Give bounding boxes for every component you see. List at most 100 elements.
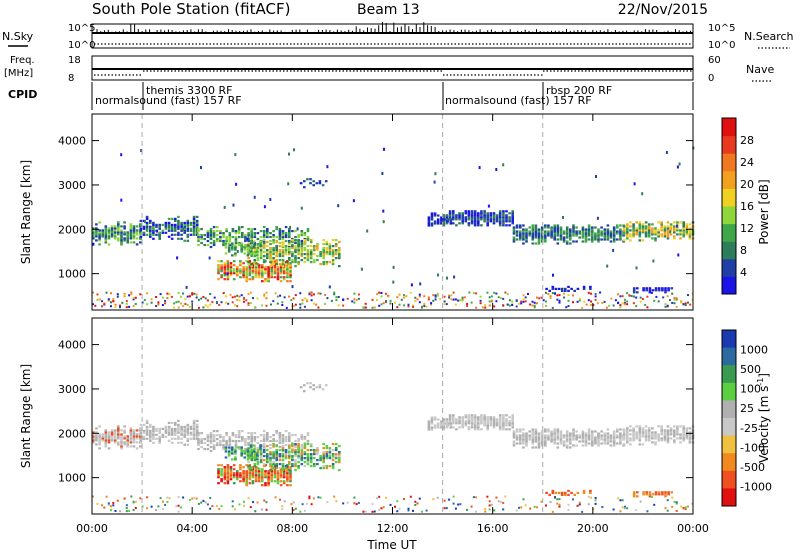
power-echo-cell (515, 226, 519, 229)
power-echo-cell (442, 218, 446, 221)
power-echo-cell (556, 238, 560, 241)
velocity-echo-cell (240, 446, 243, 449)
velocity-echo-cell (328, 465, 332, 468)
velocity-clutter-cell (653, 503, 656, 506)
velocity-echo-cell (145, 433, 149, 436)
power-echo-cell (262, 235, 266, 239)
velocity-echo-cell (498, 418, 502, 421)
velocity-echo-cell (306, 439, 310, 443)
power-echo-cell (217, 260, 220, 263)
power-echo-cell (544, 232, 547, 235)
velocity-echo-cell (569, 446, 572, 449)
power-echo-cell (594, 226, 597, 229)
power-echo-cell (575, 232, 578, 235)
power-scatter-cell (328, 285, 331, 289)
power-clutter-cell (155, 305, 158, 307)
power-scatter-cell (487, 204, 490, 208)
colorbar-swatch (722, 365, 736, 384)
power-clutter-cell (434, 298, 437, 301)
power-clutter-cell (443, 303, 446, 306)
velocity-echo-cell (262, 443, 266, 446)
velocity-echo-cell (197, 443, 200, 447)
velocity-echo-cell (269, 436, 272, 439)
velocity-echo-cell (313, 457, 316, 460)
power-echo-cell (612, 228, 616, 231)
power-echo-cell (219, 239, 222, 243)
power-echo-cell (117, 221, 120, 224)
power-echo-cell (619, 230, 622, 233)
velocity-echo-cell (297, 453, 300, 456)
velocity-echo-cell (240, 450, 243, 453)
power-clutter-cell (536, 302, 538, 305)
velocity-clutter-cell (581, 510, 584, 513)
velocity-clutter-cell (540, 500, 543, 503)
power-echo-cell (278, 251, 282, 254)
power-echo-cell (212, 230, 216, 233)
power-clutter-cell (134, 296, 137, 299)
velocity-echo-cell (237, 430, 241, 433)
velocity-echo-cell (616, 430, 619, 433)
velocity-echo-cell (228, 438, 232, 441)
velocity-clutter-cell (346, 501, 349, 504)
power-clutter-cell (292, 297, 295, 300)
velocity-echo-cell (126, 439, 129, 442)
velocity-echo-cell (281, 445, 285, 448)
velocity-echo-cell (300, 449, 304, 452)
power-echo-cell (129, 223, 133, 226)
power-echo-cell (597, 228, 600, 231)
velocity-echo-cell (519, 442, 522, 445)
power-clutter-cell (270, 303, 272, 306)
velocity-echo-cell (236, 478, 239, 481)
power-clutter-cell (222, 292, 225, 295)
power-echo-cell (581, 234, 585, 237)
power-clutter-cell (283, 296, 286, 299)
power-echo-cell (632, 233, 635, 236)
power-clutter-cell (545, 305, 547, 307)
velocity-clutter-cell (110, 505, 112, 508)
velocity-echo-cell (217, 474, 220, 477)
velocity-echo-cell (234, 439, 238, 443)
power-echo-cell (247, 243, 250, 246)
power-clutter-cell (236, 305, 239, 308)
velocity-echo-cell (452, 418, 455, 421)
velocity-clutter-cell (576, 504, 579, 507)
velocity-echo-cell (183, 425, 186, 428)
power-echo-cell (237, 235, 241, 239)
velocity-echo-cell (244, 438, 247, 441)
velocity-echo-cell (303, 461, 307, 464)
velocity-echo-cell (525, 436, 528, 439)
velocity-echo-cell (219, 434, 222, 437)
velocity-echo-cell (92, 433, 95, 436)
velocity-clutter-cell (335, 500, 338, 503)
velocity-echo-cell (309, 465, 313, 468)
velocity-echo-cell (430, 426, 434, 429)
velocity-echo-cell (636, 495, 639, 498)
velocity-echo-cell (284, 465, 288, 468)
velocity-echo-cell (244, 441, 247, 445)
velocity-echo-cell (483, 424, 486, 427)
velocity-echo-cell (257, 470, 261, 473)
velocity-echo-cell (110, 429, 114, 432)
power-clutter-cell (452, 298, 455, 301)
velocity-echo-cell (537, 434, 541, 437)
velocity-echo-cell (442, 422, 446, 425)
power-scatter-cell (366, 229, 369, 233)
power-echo-cell (250, 263, 253, 266)
power-echo-cell (158, 227, 161, 230)
power-clutter-cell (179, 295, 182, 298)
velocity-clutter-cell (619, 510, 622, 513)
power-echo-cell (174, 225, 177, 228)
velocity-echo-cell (246, 452, 250, 455)
nsearch-label: N.Search (744, 30, 794, 43)
power-scatter-cell (595, 175, 597, 178)
velocity-clutter-cell (675, 501, 678, 504)
velocity-echo-cell (262, 438, 266, 441)
velocity-echo-cell (92, 437, 95, 440)
power-echo-cell (152, 231, 155, 234)
power-clutter-cell (533, 304, 536, 307)
power-echo-cell (522, 232, 525, 235)
velocity-echo-cell (331, 443, 335, 446)
power-clutter-cell (247, 304, 250, 306)
velocity-echo-cell (267, 472, 270, 475)
velocity-echo-cell (433, 416, 437, 419)
